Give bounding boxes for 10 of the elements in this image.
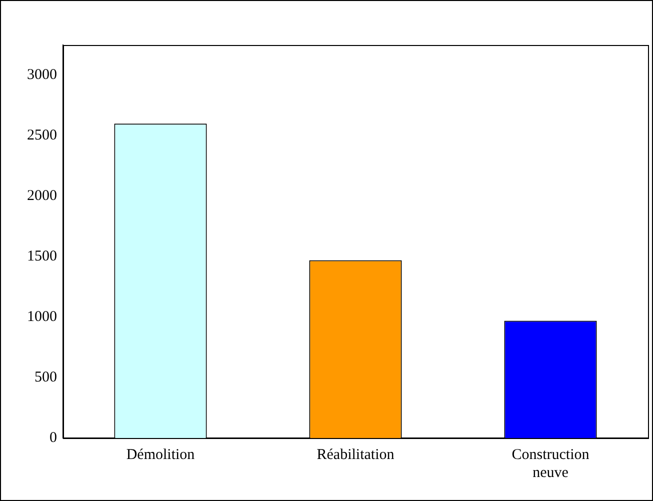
x-tick-label: Construction neuve (512, 446, 590, 481)
y-tick-label: 1000 (27, 309, 57, 326)
y-tick-label: 2000 (27, 188, 57, 204)
y-tick-label: 0 (50, 430, 57, 446)
y-tick-label: 3000 (27, 67, 57, 84)
x-tick-label: Réabilitation (316, 446, 395, 463)
x-tick-label: Démolition (126, 446, 196, 463)
y-tick-label: 2500 (27, 128, 57, 144)
y-tick-label: 1500 (27, 248, 57, 265)
y-tick-label: 500 (34, 369, 57, 386)
